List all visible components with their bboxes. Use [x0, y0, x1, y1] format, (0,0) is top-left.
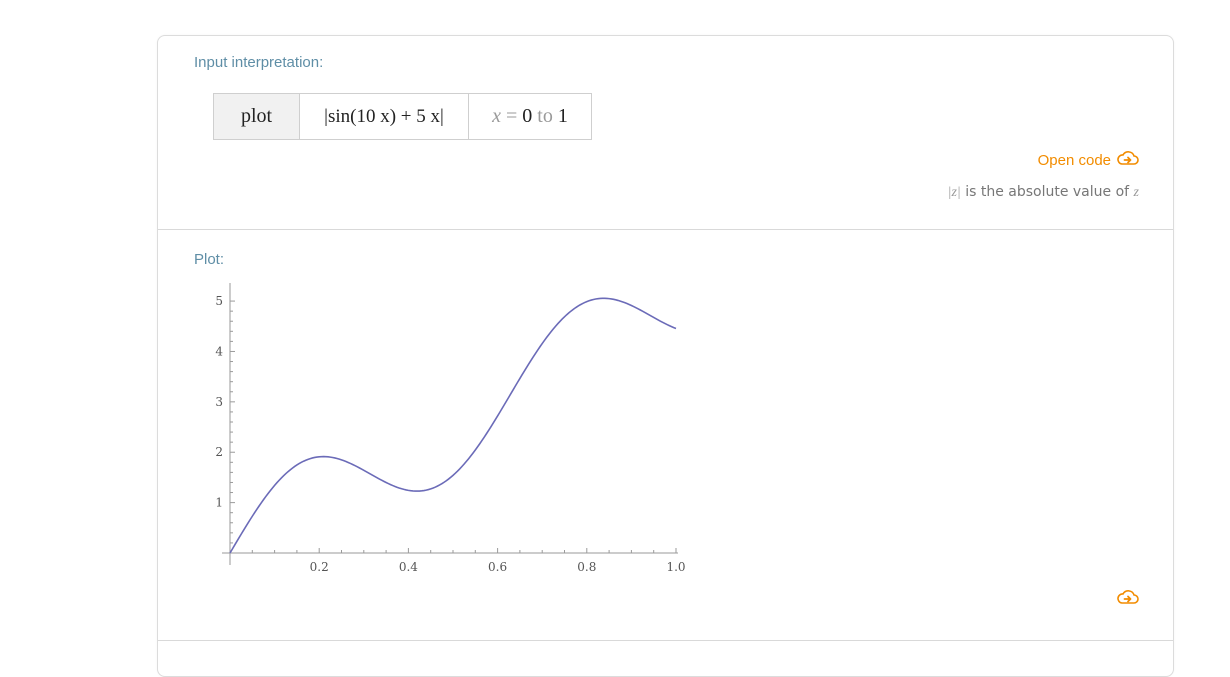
note-z-abs: |z|: [947, 185, 961, 200]
range-equals: =: [501, 105, 523, 127]
pod-divider-bottom: [158, 640, 1173, 641]
note-text: is the absolute value of: [960, 184, 1134, 200]
absolute-value-note: |z| is the absolute value of z: [948, 184, 1139, 201]
x-tick-label: 0.2: [310, 560, 329, 574]
y-tick-label: 5: [215, 294, 223, 308]
plot-open-code-button[interactable]: [1117, 589, 1139, 610]
input-interpretation-title: Input interpretation:: [194, 54, 324, 71]
result-card: Input interpretation: plot |sin(10 x) + …: [157, 35, 1174, 677]
pod-divider: [158, 229, 1173, 230]
range-to-word: to: [532, 105, 558, 127]
y-tick-label: 1: [215, 496, 223, 510]
series-line: [229, 297, 677, 554]
y-tick-label: 2: [215, 445, 223, 459]
open-code-button[interactable]: Open code: [1038, 150, 1139, 170]
range-variable: x: [492, 105, 502, 127]
note-z: z: [1133, 185, 1139, 200]
x-tick-label: 0.8: [577, 560, 596, 574]
open-code-label: Open code: [1037, 151, 1111, 169]
x-tick-label: 0.6: [488, 560, 507, 574]
cloud-arrow-icon: [1117, 590, 1139, 609]
cloud-arrow-icon: [1111, 150, 1139, 170]
x-tick-label: 1.0: [666, 560, 685, 574]
input-interpretation-table: plot |sin(10 x) + 5 x| x = 0 to 1: [213, 93, 592, 140]
y-tick-label: 4: [215, 344, 223, 358]
x-tick-label: 0.4: [399, 560, 418, 574]
plot-title: Plot:: [194, 251, 225, 268]
range-from: 0: [522, 105, 533, 127]
range-to: 1: [557, 105, 568, 127]
range-cell: x = 0 to 1: [469, 94, 591, 139]
expression-cell: |sin(10 x) + 5 x|: [300, 94, 469, 139]
y-tick-label: 3: [215, 395, 223, 409]
plot-chart: 0.2 0.4 0.6 0.8 1.0 1 2 3 4 5: [215, 283, 686, 574]
command-cell: plot: [214, 94, 300, 139]
